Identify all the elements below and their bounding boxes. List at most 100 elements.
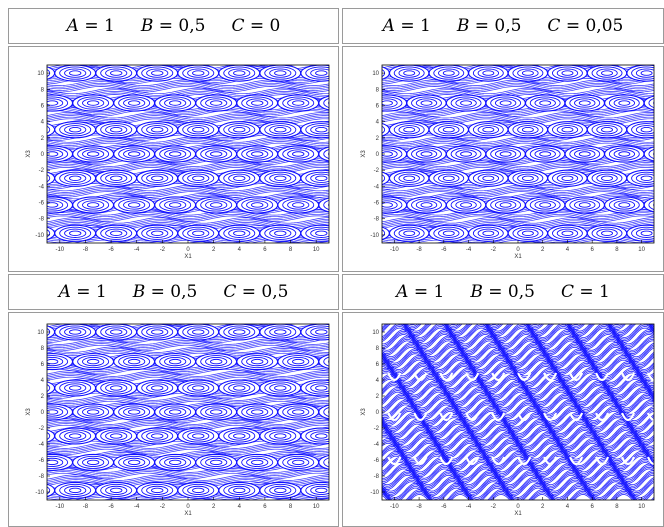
flow-line: [382, 394, 654, 411]
y-tick-label: -10: [35, 490, 44, 496]
y-tick-label: 8: [41, 346, 45, 352]
flow-line: [382, 429, 654, 446]
flow-line: [47, 415, 329, 422]
vortex: [95, 169, 138, 187]
flow-line: [382, 426, 654, 443]
flow-line: [47, 466, 329, 473]
vortex: [604, 145, 645, 163]
flow-line: [382, 413, 654, 430]
flow-line: [382, 81, 654, 88]
flow-line: [47, 90, 329, 98]
flow-line: [47, 51, 329, 57]
vortex: [547, 169, 588, 187]
vortex: [569, 456, 584, 466]
vortex: [564, 145, 606, 163]
flow-line: [47, 346, 329, 353]
y-tick-label: -10: [35, 233, 44, 239]
flow-line: [47, 186, 329, 193]
vortex: [586, 224, 628, 242]
x-tick-label: -4: [134, 247, 140, 253]
flow-line: [47, 316, 329, 322]
flow-line: [47, 162, 329, 169]
y-tick-label: -6: [39, 458, 45, 464]
flow-line: [382, 157, 654, 164]
vortex: [300, 481, 329, 499]
x-tick-label: 10: [313, 247, 320, 253]
vortex: [445, 94, 487, 112]
flow-line: [382, 343, 654, 359]
flow-line: [47, 344, 329, 352]
y-tick-label: -8: [39, 474, 45, 480]
vortex: [195, 453, 238, 471]
x-tick-label: 0: [186, 504, 190, 510]
x-tick-label: -8: [416, 504, 422, 510]
flow-line: [382, 420, 654, 436]
x-tick-label: 2: [212, 504, 216, 510]
flow-line: [47, 113, 329, 120]
param-c: C = 1: [560, 282, 610, 302]
flow-line: [382, 356, 654, 372]
vortex: [491, 412, 506, 422]
vortex: [318, 354, 329, 370]
flow-line: [47, 312, 329, 318]
y-tick-label: 10: [372, 71, 379, 77]
flow-line: [47, 400, 329, 408]
vortex: [47, 94, 74, 112]
vortex: [154, 145, 197, 163]
vortex: [236, 145, 279, 163]
param-b-value: 0,5: [507, 282, 535, 302]
flow-line: [382, 324, 654, 335]
x-tick-label: 4: [238, 504, 242, 510]
flow-line: [382, 335, 654, 351]
flow-line: [382, 423, 654, 439]
flow-line: [47, 308, 329, 314]
y-tick-label: 6: [376, 103, 380, 109]
vortex: [428, 169, 470, 187]
flow-line: [47, 368, 329, 376]
flow-line: [47, 469, 329, 476]
vortex: [387, 412, 402, 422]
flow-line: [382, 332, 654, 348]
flow-line: [47, 87, 329, 95]
vortex: [177, 121, 220, 139]
flow-line: [382, 369, 654, 385]
flow-line: [434, 241, 628, 243]
vortex: [517, 456, 532, 466]
vortex: [236, 196, 279, 214]
vortex: [626, 121, 654, 139]
vortex: [595, 412, 610, 422]
flow-line: [382, 469, 654, 486]
y-tick-label: 0: [376, 152, 380, 158]
param-a: A = 1: [66, 16, 115, 36]
y-tick-label: 8: [41, 87, 45, 93]
y-tick-label: 8: [376, 87, 380, 93]
vortex: [54, 65, 97, 82]
x-axis-label: X1: [514, 511, 522, 517]
y-tick-label: 2: [376, 394, 380, 400]
flow-line: [382, 375, 654, 391]
vortex: [300, 169, 329, 187]
flow-line: [382, 415, 654, 431]
vortex: [406, 196, 447, 214]
vortex: [72, 94, 115, 112]
vortex: [626, 169, 654, 187]
vortex: [517, 372, 532, 382]
flow-line: [382, 428, 654, 444]
param-b-value: 0,5: [178, 16, 206, 36]
vortex: [300, 224, 329, 242]
vortex: [95, 427, 138, 445]
flow-line: [47, 349, 329, 356]
x-tick-label: -8: [83, 247, 89, 253]
param-a-value: 1: [104, 16, 115, 36]
figure-table: A = 1 B = 0,5 C = 0 A = 1 B = 0,5 C = 0,05 A…: [8, 8, 664, 527]
flow-line: [382, 381, 654, 398]
flow-line: [382, 87, 654, 95]
param-b: B = 0,5: [132, 282, 198, 302]
vortex: [406, 94, 447, 112]
param-b: B = 0,5: [456, 16, 522, 36]
flow-line: [382, 399, 654, 415]
panel-2-header: A = 1 B = 0,5 C = 0,05: [342, 8, 664, 44]
flow-line: [382, 481, 654, 497]
flow-line: [382, 141, 654, 148]
vortex: [543, 456, 558, 466]
